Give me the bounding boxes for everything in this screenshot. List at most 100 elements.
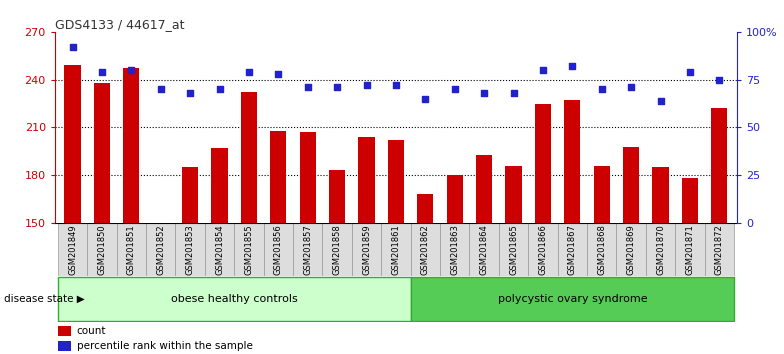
Point [419, 96, 431, 102]
Point [96, 69, 108, 75]
Bar [682, 178, 698, 223]
Bar [587, 223, 616, 276]
Bar [263, 223, 293, 276]
Point [625, 85, 637, 90]
Text: GSM201863: GSM201863 [450, 225, 459, 275]
Text: count: count [77, 326, 106, 336]
Point [477, 90, 490, 96]
Text: GSM201855: GSM201855 [245, 225, 253, 275]
Bar [146, 223, 176, 276]
Bar [675, 223, 705, 276]
Text: GSM201853: GSM201853 [186, 225, 194, 275]
Bar [652, 167, 669, 223]
Point [154, 86, 167, 92]
Bar [564, 101, 580, 223]
Bar [381, 223, 411, 276]
Bar [94, 83, 110, 223]
Text: GSM201857: GSM201857 [303, 225, 312, 275]
Bar [352, 223, 381, 276]
Text: GSM201871: GSM201871 [685, 225, 695, 275]
Bar [58, 277, 411, 321]
Bar [557, 223, 587, 276]
Text: obese healthy controls: obese healthy controls [171, 294, 298, 304]
Bar [176, 223, 205, 276]
Text: disease state ▶: disease state ▶ [4, 294, 85, 304]
Point [713, 77, 725, 82]
Text: GSM201852: GSM201852 [156, 225, 165, 275]
Bar [535, 104, 551, 223]
Bar [506, 166, 521, 223]
Text: GSM201862: GSM201862 [421, 225, 430, 275]
Bar [182, 167, 198, 223]
Bar [358, 137, 375, 223]
Bar [470, 223, 499, 276]
Bar [299, 132, 316, 223]
Bar [447, 175, 463, 223]
Text: GSM201861: GSM201861 [391, 225, 401, 275]
Bar [499, 223, 528, 276]
Point [272, 71, 285, 77]
Text: GSM201851: GSM201851 [127, 225, 136, 275]
Bar [241, 92, 257, 223]
Point [183, 90, 196, 96]
Text: GSM201869: GSM201869 [626, 225, 636, 275]
Bar [417, 194, 434, 223]
Point [331, 85, 343, 90]
Text: GSM201850: GSM201850 [97, 225, 107, 275]
Bar [212, 148, 227, 223]
Text: GSM201867: GSM201867 [568, 225, 577, 275]
Bar [293, 223, 322, 276]
Bar [205, 223, 234, 276]
Bar [411, 223, 440, 276]
Bar [440, 223, 470, 276]
Bar [87, 223, 117, 276]
Point [595, 86, 608, 92]
Bar [234, 223, 263, 276]
Text: GDS4133 / 44617_at: GDS4133 / 44617_at [55, 18, 184, 31]
Point [213, 86, 226, 92]
Text: GSM201865: GSM201865 [509, 225, 518, 275]
Point [566, 63, 579, 69]
Bar [411, 277, 734, 321]
Text: GSM201858: GSM201858 [332, 225, 342, 275]
Bar [616, 223, 646, 276]
Text: GSM201868: GSM201868 [597, 225, 606, 275]
Bar [329, 171, 345, 223]
Point [242, 69, 255, 75]
Bar [388, 140, 404, 223]
Bar [58, 326, 71, 336]
Bar [623, 147, 639, 223]
Bar [322, 223, 352, 276]
Text: GSM201849: GSM201849 [68, 225, 77, 275]
Bar [117, 223, 146, 276]
Bar [646, 223, 675, 276]
Point [507, 90, 520, 96]
Point [360, 82, 372, 88]
Text: GSM201856: GSM201856 [274, 225, 283, 275]
Bar [58, 223, 87, 276]
Bar [123, 69, 140, 223]
Text: GSM201870: GSM201870 [656, 225, 665, 275]
Text: GSM201866: GSM201866 [539, 225, 547, 275]
Bar [58, 341, 71, 351]
Bar [270, 131, 286, 223]
Point [66, 44, 78, 50]
Point [301, 85, 314, 90]
Bar [593, 166, 610, 223]
Point [654, 98, 666, 103]
Text: percentile rank within the sample: percentile rank within the sample [77, 341, 252, 351]
Point [125, 67, 138, 73]
Point [448, 86, 461, 92]
Text: polycystic ovary syndrome: polycystic ovary syndrome [498, 294, 647, 304]
Point [390, 82, 402, 88]
Point [684, 69, 696, 75]
Bar [528, 223, 557, 276]
Bar [476, 154, 492, 223]
Point [536, 67, 549, 73]
Bar [64, 65, 81, 223]
Text: GSM201854: GSM201854 [215, 225, 224, 275]
Text: GSM201864: GSM201864 [480, 225, 488, 275]
Text: GSM201872: GSM201872 [715, 225, 724, 275]
Text: GSM201859: GSM201859 [362, 225, 371, 275]
Bar [705, 223, 734, 276]
